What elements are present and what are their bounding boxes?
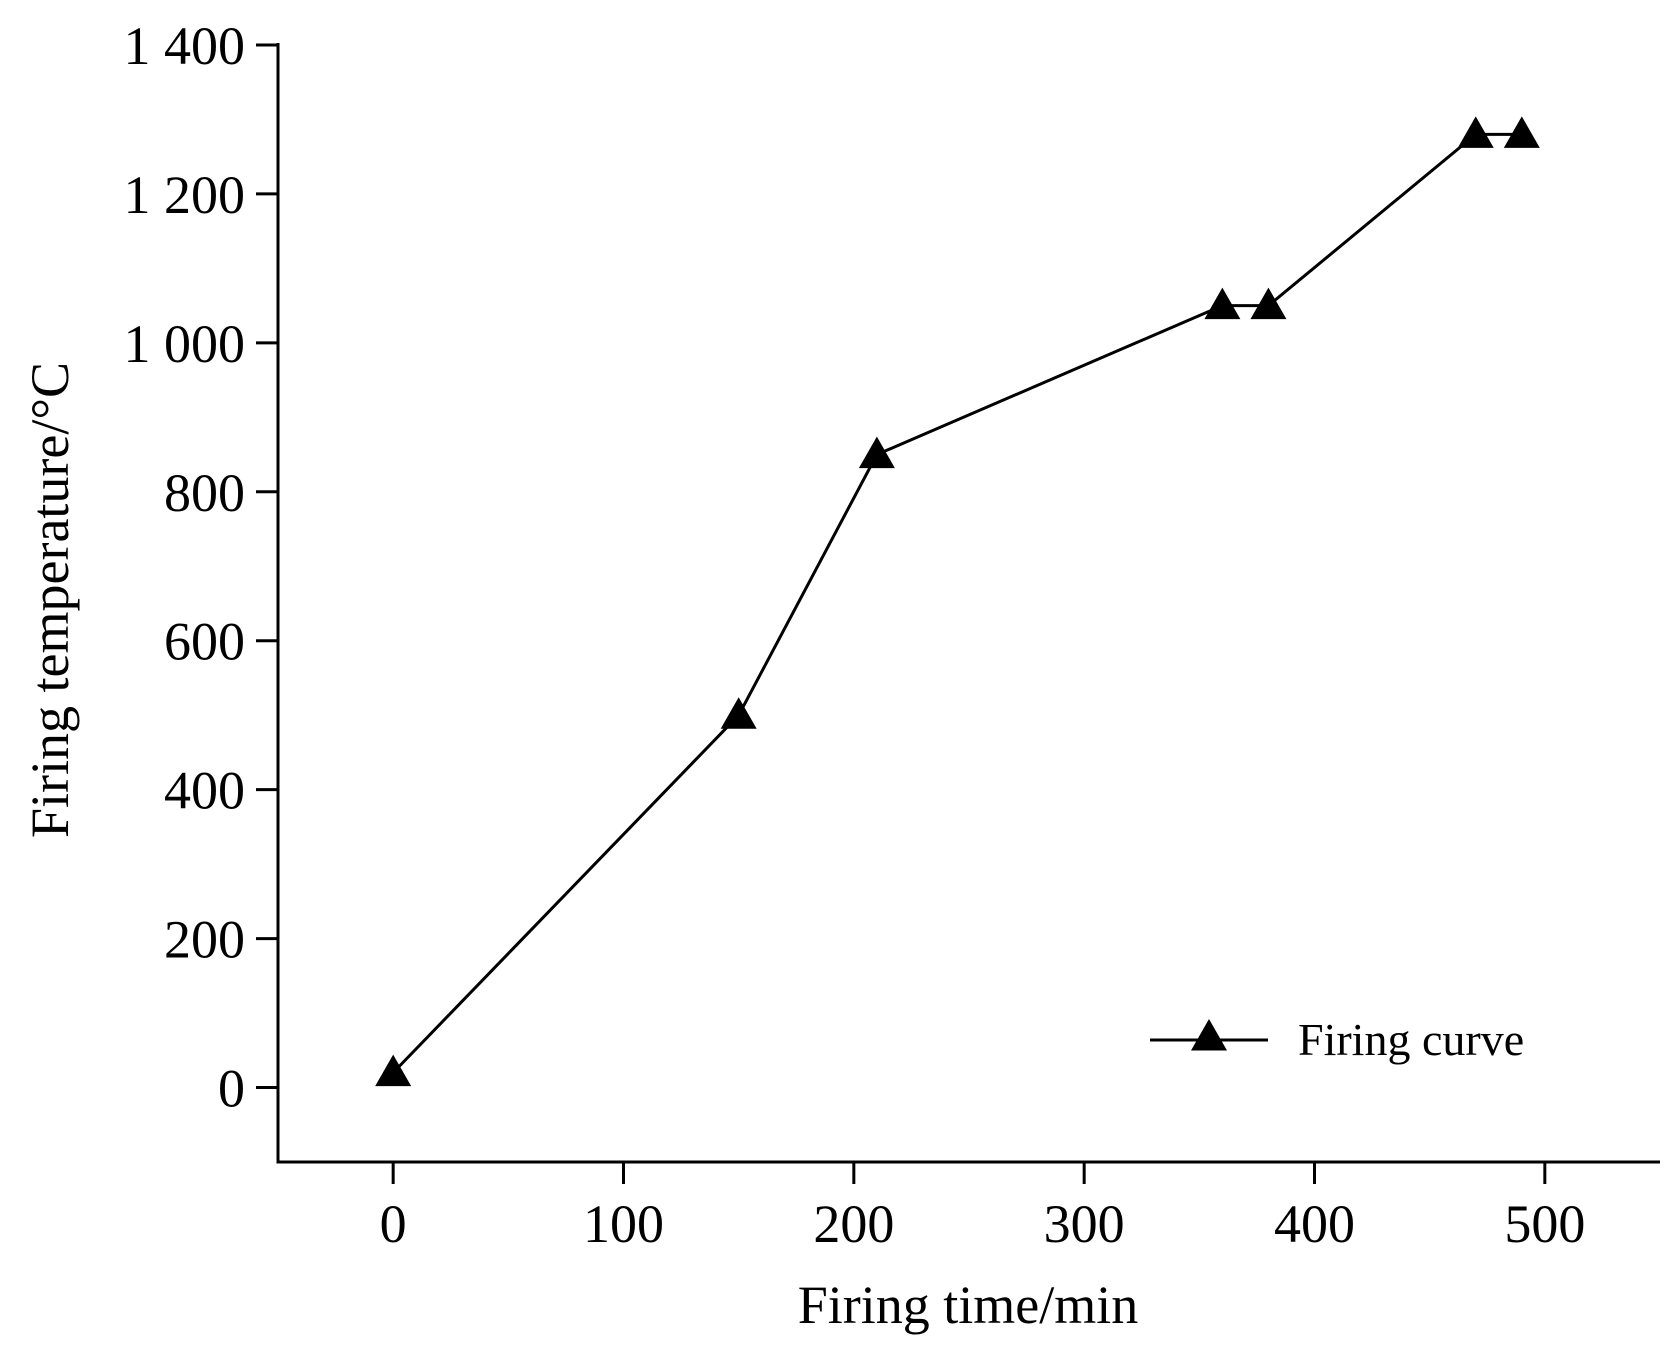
y-tick-label: 200 [164,910,245,970]
y-tick-label: 1 200 [124,165,246,225]
x-tick-label: 400 [1274,1194,1355,1254]
x-axis-title: Firing time/min [798,1275,1139,1335]
series-group [375,116,1540,1087]
legend: Firing curve [1150,1014,1524,1065]
x-tick-label: 0 [380,1194,407,1254]
y-ticks: 0 200 400 600 800 1 000 1 200 1 400 [124,16,278,1119]
legend-triangle-marker [1191,1019,1227,1051]
y-tick-label: 800 [164,463,245,523]
data-point-triangle [1204,287,1241,320]
legend-label: Firing curve [1298,1014,1524,1065]
data-point-triangle [720,697,757,729]
axes [276,43,1660,1164]
y-tick-label: 0 [218,1059,245,1119]
x-ticks: 0 100 200 300 400 500 [380,1162,1585,1254]
y-axis-title: Firing temperature/°C [20,362,80,838]
y-tick-label: 1 400 [124,16,246,76]
data-point-triangle [375,1054,412,1087]
data-point-triangle [858,436,895,469]
data-point-triangle [1457,116,1494,148]
series-line [392,132,1522,1074]
data-point-triangle [1503,116,1540,148]
x-tick-label: 300 [1044,1194,1125,1254]
x-tick-label: 100 [583,1194,664,1254]
y-tick-label: 600 [164,612,245,672]
x-tick-label: 500 [1504,1194,1585,1254]
y-tick-label: 400 [164,761,245,821]
y-tick-label: 1 000 [124,314,246,374]
x-tick-label: 200 [813,1194,894,1254]
data-point-triangle [1250,287,1287,320]
